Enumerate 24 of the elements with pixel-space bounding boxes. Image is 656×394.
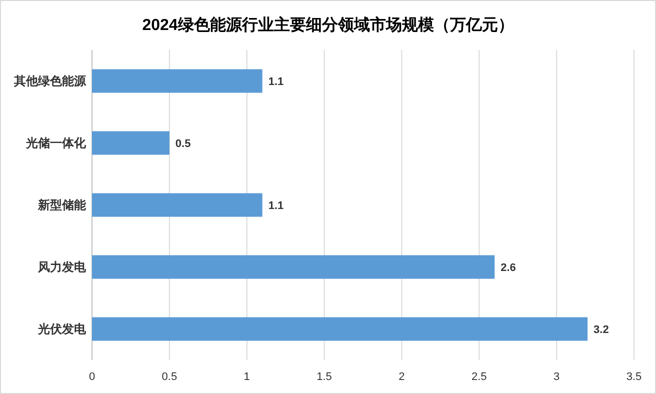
- x-tick-label: 2: [398, 371, 405, 383]
- y-tick-label: 风力发电: [37, 260, 87, 274]
- x-tick-label: 1: [244, 371, 250, 383]
- bar: [92, 69, 262, 93]
- data-label: 2.6: [500, 262, 516, 274]
- data-label: 3.2: [594, 324, 609, 336]
- y-tick-label: 新型储能: [37, 198, 87, 212]
- data-label: 1.1: [268, 200, 284, 212]
- x-tick-label: 0.5: [162, 371, 178, 383]
- bar: [92, 193, 262, 217]
- x-tick-label: 0: [88, 371, 96, 383]
- y-tick-label: 其他绿色能源: [13, 74, 87, 88]
- bar: [92, 131, 170, 155]
- x-tick-label: 1.5: [316, 371, 332, 383]
- x-tick-label: 2.5: [471, 371, 487, 383]
- chart-title: 2024绿色能源行业主要细分领域市场规模（万亿元）: [142, 15, 514, 34]
- data-label: 0.5: [175, 138, 191, 150]
- bar: [92, 255, 495, 279]
- y-tick-label: 光伏发电: [37, 322, 87, 336]
- x-tick-label: 3: [554, 371, 560, 383]
- data-label: 1.1: [268, 76, 284, 88]
- x-tick-label: 3.5: [626, 371, 642, 383]
- y-tick-label: 光储一体化: [25, 136, 87, 150]
- bar: [92, 317, 588, 341]
